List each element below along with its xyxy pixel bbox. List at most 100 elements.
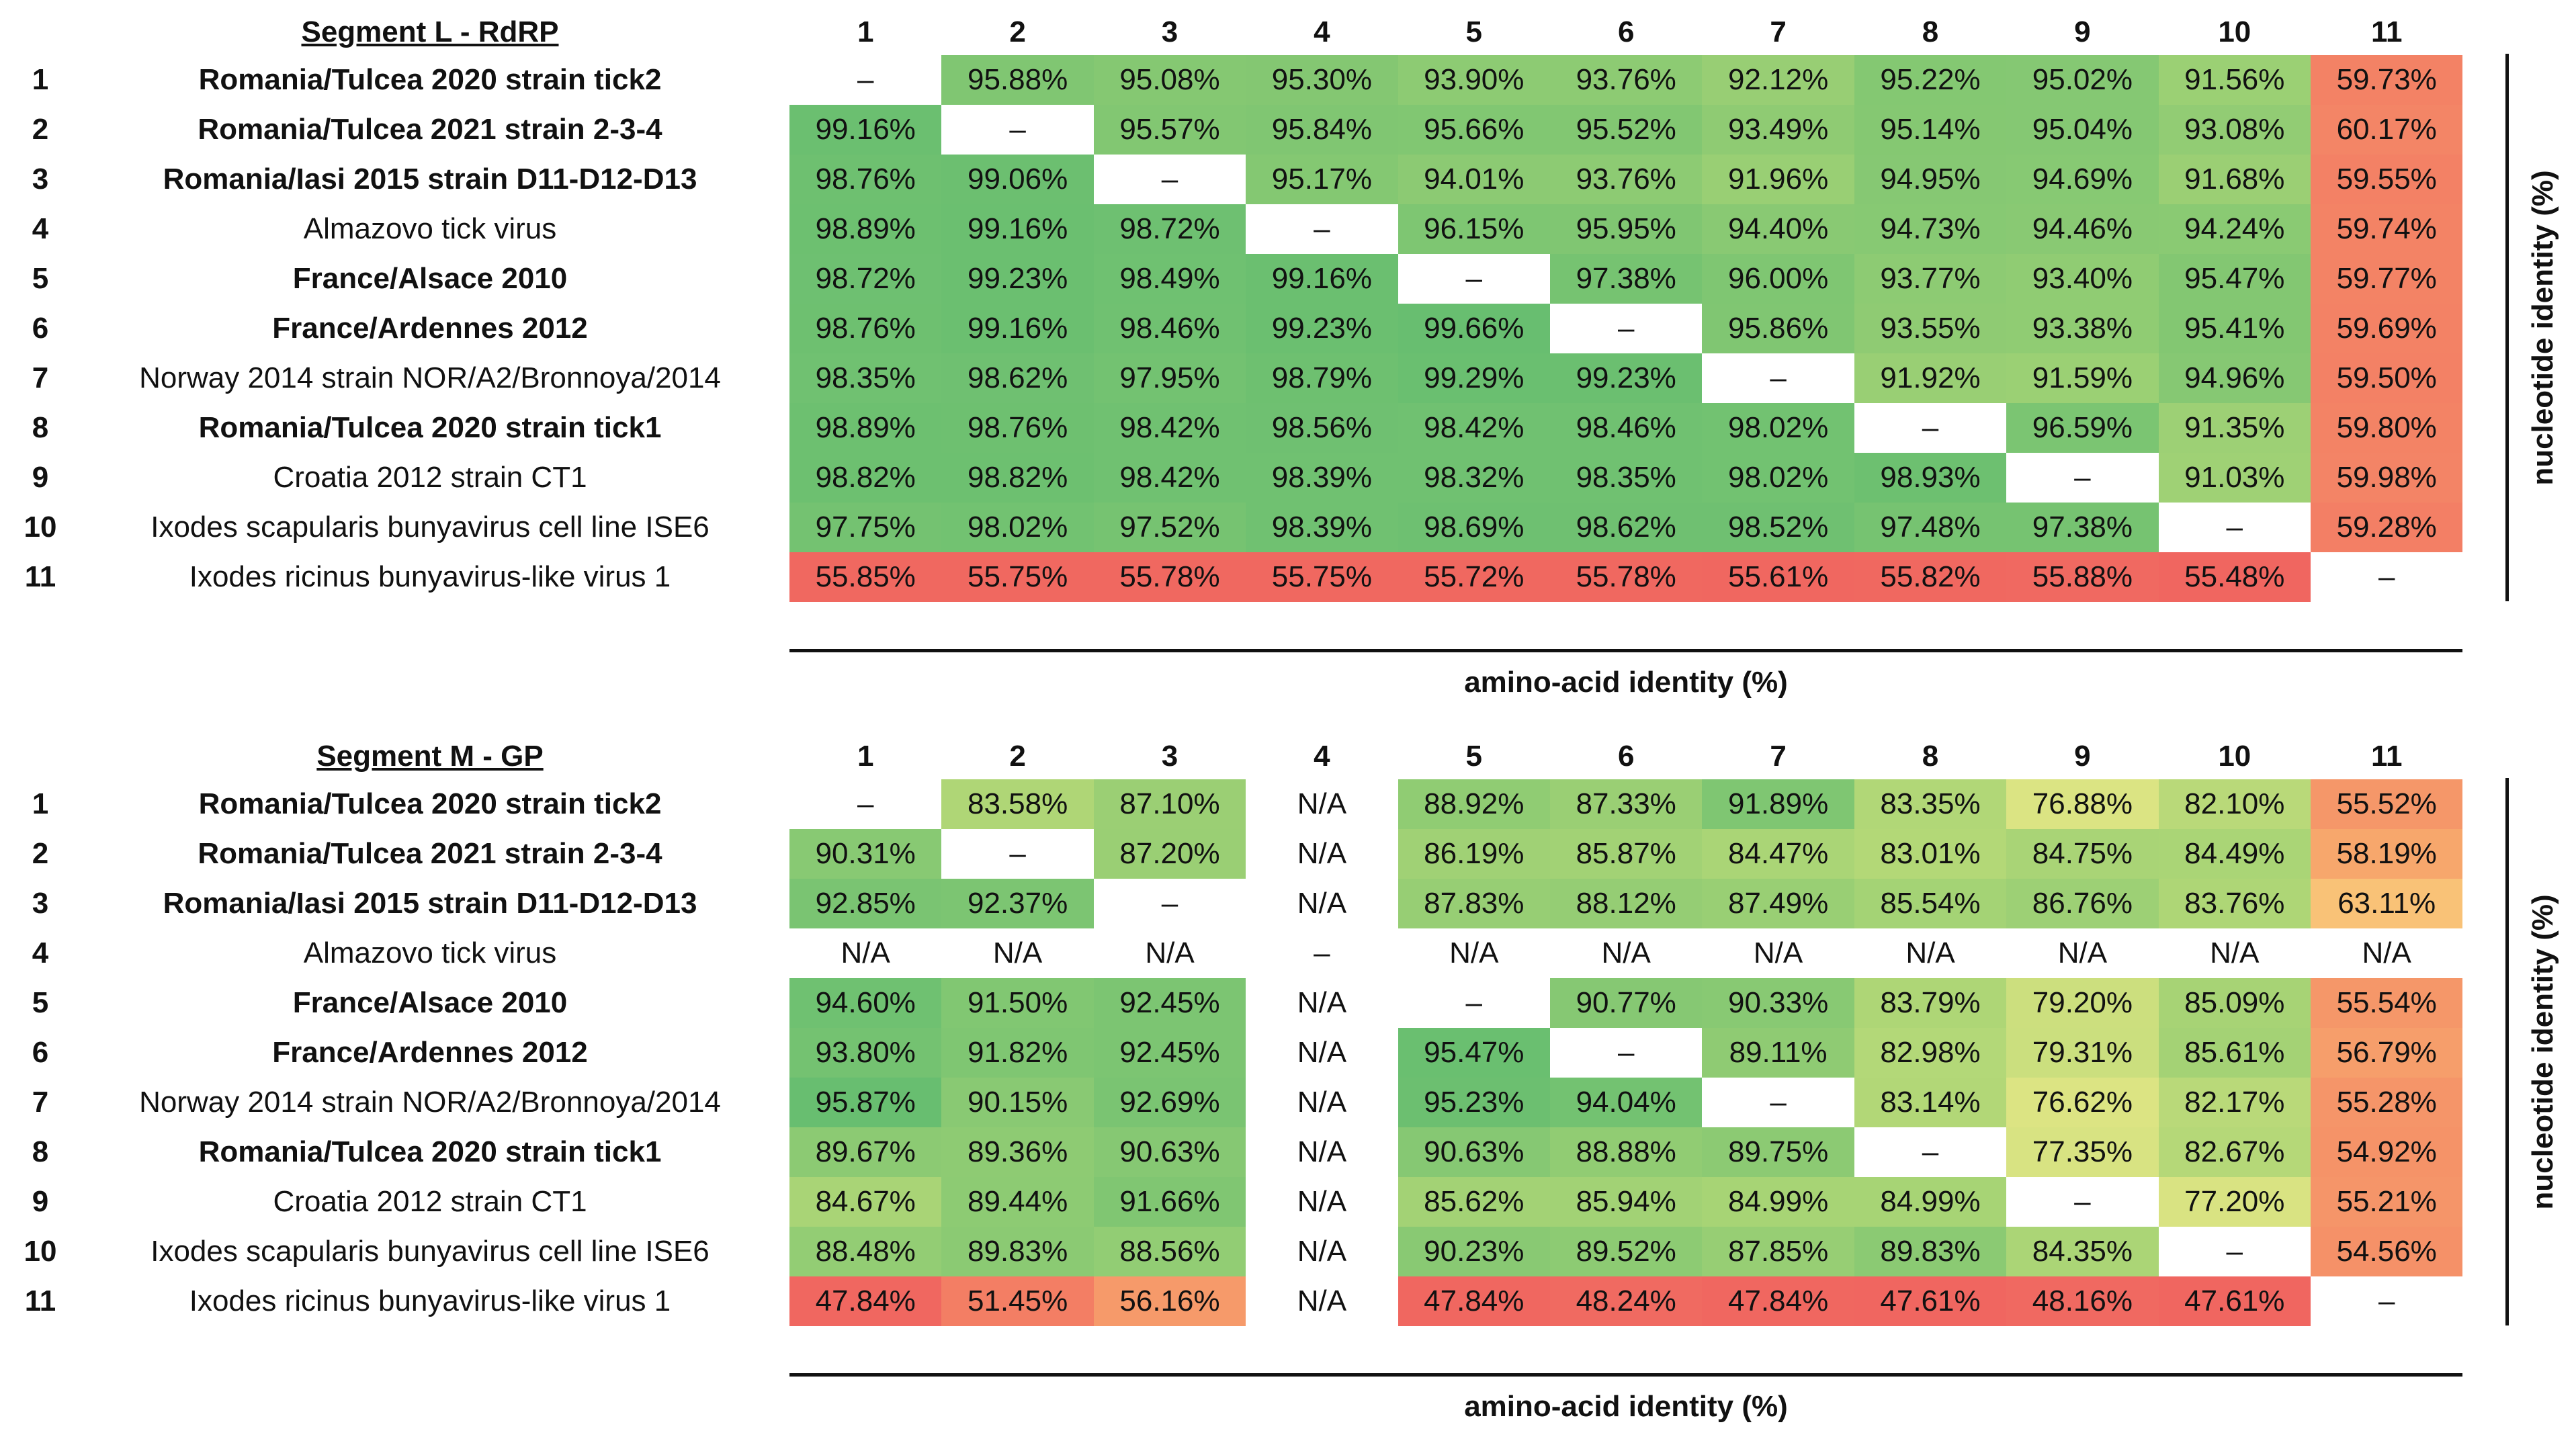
y-axis-label-text: nucleotide identity (%): [2526, 169, 2559, 486]
row-number: 2: [32, 113, 49, 146]
heatmap-cell: 88.88%: [1550, 1127, 1703, 1177]
heatmap-cell: 90.63%: [1398, 1127, 1550, 1177]
row-label: Croatia 2012 strain CT1: [273, 461, 587, 494]
heatmap-cell: –: [2074, 461, 2091, 494]
heatmap-cell: 55.28%: [2311, 1078, 2463, 1127]
heatmap-cell: 95.87%: [789, 1078, 942, 1127]
heatmap-cell: 95.47%: [1398, 1028, 1550, 1078]
heatmap-cell: 94.96%: [2158, 353, 2311, 403]
row-label: Norway 2014 strain NOR/A2/Bronnoya/2014: [139, 361, 721, 394]
heatmap-cell: 87.85%: [1702, 1227, 1854, 1276]
heatmap-cell: 95.84%: [1246, 105, 1398, 155]
heatmap-cell: 55.54%: [2311, 978, 2463, 1028]
row-number: 3: [32, 163, 49, 195]
heatmap-cell: 91.89%: [1702, 779, 1854, 829]
row-number: 4: [32, 212, 49, 245]
heatmap-cell: 97.38%: [2006, 503, 2159, 552]
row-label: Ixodes scapularis bunyavirus cell line I…: [151, 511, 710, 543]
heatmap-title: Segment L - RdRP: [301, 15, 559, 48]
heatmap-cell: 77.20%: [2158, 1177, 2311, 1227]
heatmap-cell: –: [857, 787, 874, 820]
heatmap-cell: 79.31%: [2006, 1028, 2159, 1078]
heatmap-cell: –: [2226, 1235, 2243, 1268]
column-header: 5: [1465, 740, 1483, 773]
column-header: 8: [1922, 15, 1939, 48]
heatmap-cell: 97.48%: [1854, 503, 2007, 552]
heatmap-cell: 95.95%: [1550, 204, 1703, 254]
heatmap-cell: 84.67%: [789, 1177, 942, 1227]
heatmap-cell: 55.78%: [1550, 552, 1703, 602]
heatmap-cell: 96.15%: [1398, 204, 1550, 254]
column-header: 9: [2074, 15, 2091, 48]
heatmap-cell: 95.88%: [941, 55, 1094, 105]
heatmap-cell: 98.42%: [1398, 403, 1550, 453]
heatmap-cell: 83.79%: [1854, 978, 2007, 1028]
row-label: France/Ardennes 2012: [272, 312, 588, 345]
heatmap-cell: N/A: [1449, 937, 1499, 969]
heatmap-cell: 97.52%: [1093, 503, 1246, 552]
heatmap-cell: 98.32%: [1398, 453, 1550, 503]
heatmap-cell: 90.31%: [789, 829, 942, 879]
y-axis-label-text: nucleotide identity (%): [2526, 894, 2559, 1210]
heatmap-cell: 89.11%: [1702, 1028, 1854, 1078]
heatmap-cell: 98.62%: [941, 353, 1094, 403]
row-number: 11: [24, 560, 56, 593]
heatmap-cell: 59.73%: [2311, 55, 2463, 105]
heatmap-cell: 94.73%: [1854, 204, 2007, 254]
heatmap-cell: 55.85%: [789, 552, 942, 602]
heatmap-cell: 98.79%: [1246, 353, 1398, 403]
heatmap-cell: 84.99%: [1854, 1177, 2007, 1227]
row-label: Ixodes scapularis bunyavirus cell line I…: [151, 1235, 710, 1268]
heatmap-cell: 90.15%: [941, 1078, 1094, 1127]
heatmap-cell: 94.04%: [1550, 1078, 1703, 1127]
heatmap-cell: N/A: [2210, 937, 2260, 969]
heatmap-cell: 98.39%: [1246, 503, 1398, 552]
heatmap-cell: 47.84%: [789, 1276, 942, 1326]
heatmap-cell: 90.23%: [1398, 1227, 1550, 1276]
heatmap-cell: 95.66%: [1398, 105, 1550, 155]
heatmap-cell: 87.10%: [1093, 779, 1246, 829]
heatmap-cell: 96.59%: [2006, 403, 2159, 453]
heatmap-cell: 93.76%: [1550, 155, 1703, 204]
heatmap-cell: 98.49%: [1093, 254, 1246, 304]
row-number: 9: [32, 1185, 49, 1218]
row-number: 11: [24, 1284, 56, 1317]
heatmap-cell: 95.17%: [1246, 155, 1398, 204]
heatmap-cell: 85.54%: [1854, 879, 2007, 928]
heatmap-cell: –: [2378, 1284, 2395, 1317]
heatmap-cell: 84.35%: [2006, 1227, 2159, 1276]
heatmap-cell: 55.78%: [1093, 552, 1246, 602]
heatmap-cell: N/A: [1753, 937, 1803, 969]
row-label: Romania/Tulcea 2020 strain tick1: [198, 411, 662, 444]
heatmap-cell: –: [1770, 1086, 1787, 1119]
heatmap-cell: 98.76%: [789, 304, 942, 353]
y-axis-label: nucleotide identity (%): [2513, 778, 2573, 1325]
heatmap-cell: N/A: [841, 937, 890, 969]
heatmap-cell: 98.02%: [1702, 453, 1854, 503]
row-label: France/Alsace 2010: [292, 262, 568, 295]
heatmap-cell: 82.17%: [2158, 1078, 2311, 1127]
heatmap-cell: –: [1617, 1036, 1635, 1069]
heatmap-cell: 54.56%: [2311, 1227, 2463, 1276]
heatmap-cell: 95.08%: [1093, 55, 1246, 105]
heatmap-cell: 91.82%: [941, 1028, 1094, 1078]
heatmap-cell: 92.12%: [1702, 55, 1854, 105]
heatmap-cell: 83.14%: [1854, 1078, 2007, 1127]
heatmap-cell: 90.63%: [1093, 1127, 1246, 1177]
row-label: Ixodes ricinus bunyavirus-like virus 1: [189, 1284, 671, 1317]
heatmap-cell: 79.20%: [2006, 978, 2159, 1028]
heatmap-cell: 89.44%: [941, 1177, 1094, 1227]
heatmap-cell: 95.41%: [2158, 304, 2311, 353]
heatmap-cell: 98.89%: [789, 403, 942, 453]
row-number: 3: [32, 887, 49, 920]
heatmap-cell: 87.33%: [1550, 779, 1703, 829]
heatmap-cell: 98.72%: [1093, 204, 1246, 254]
heatmap-cell: 59.80%: [2311, 403, 2463, 453]
heatmap-cell: N/A: [1297, 986, 1347, 1019]
heatmap-cell: 93.08%: [2158, 105, 2311, 155]
heatmap-cell: –: [1009, 837, 1026, 870]
heatmap-cell: 91.35%: [2158, 403, 2311, 453]
heatmap-cell: 76.62%: [2006, 1078, 2159, 1127]
heatmap-cell: 98.76%: [789, 155, 942, 204]
column-header: 3: [1161, 740, 1178, 773]
